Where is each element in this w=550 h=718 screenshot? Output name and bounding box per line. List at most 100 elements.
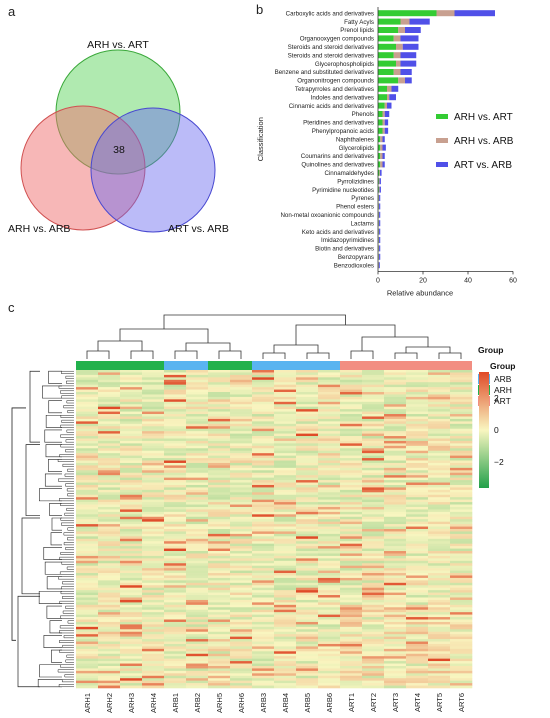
heatmap-cell — [406, 494, 429, 498]
heatmap-cell — [252, 440, 275, 444]
heatmap-cell — [120, 629, 143, 633]
heatmap-cell — [450, 406, 473, 410]
heatmap-cell — [142, 675, 165, 679]
heatmap-cell — [384, 536, 407, 540]
bar-segment-3 — [379, 228, 381, 235]
heatmap-cell — [252, 377, 275, 381]
heatmap-cell — [208, 455, 231, 459]
row-dendrogram-link — [51, 649, 62, 663]
bar-segment-2 — [382, 119, 385, 126]
heatmap-cell — [186, 568, 209, 571]
heatmap-cell — [186, 489, 209, 493]
heatmap-cell — [120, 484, 143, 488]
heatmap-cell — [164, 511, 187, 515]
category-label: Steroids and steroid derivatives — [288, 44, 374, 51]
heatmap-cell — [120, 453, 143, 456]
heatmap-cell — [362, 570, 385, 574]
heatmap-cell — [296, 551, 319, 554]
heatmap-cell — [274, 602, 297, 606]
row-dendrogram-link — [59, 454, 74, 458]
heatmap-cell — [274, 516, 297, 520]
heatmap-cell — [208, 577, 231, 581]
heatmap-cell — [76, 536, 99, 540]
heatmap-cell — [186, 480, 209, 483]
heatmap-cell — [340, 543, 363, 547]
heatmap-cell — [230, 489, 253, 493]
heatmap-cell — [428, 546, 451, 549]
heatmap-cell — [252, 604, 275, 608]
heatmap-cell — [142, 492, 165, 496]
heatmap-cell — [318, 585, 341, 589]
heatmap-cell — [274, 440, 297, 444]
heatmap-cell — [384, 651, 407, 655]
heatmap-cell — [98, 374, 121, 378]
heatmap-cell — [252, 406, 275, 410]
heatmap-cell — [252, 516, 275, 520]
heatmap-cell — [384, 582, 407, 586]
heatmap-cell — [406, 529, 429, 532]
heatmap-cell — [340, 504, 363, 508]
heatmap-cell — [208, 543, 231, 547]
heatmap-cell — [208, 639, 231, 642]
dendrogram-link — [262, 352, 286, 359]
heatmap-cell — [450, 374, 473, 378]
heatmap-cell — [252, 514, 275, 518]
heatmap-cell — [384, 450, 407, 454]
heatmap-cell — [274, 389, 297, 393]
heatmap-cell — [274, 546, 297, 549]
heatmap-cell — [98, 621, 121, 625]
heatmap-cell — [428, 575, 451, 579]
heatmap-cell — [340, 497, 363, 500]
heatmap-cell — [384, 511, 407, 515]
heatmap-cell — [208, 504, 231, 508]
heatmap-cell — [120, 548, 143, 552]
heatmap-cell — [76, 665, 99, 669]
row-dendrogram-link — [46, 576, 62, 590]
heatmap-cell — [340, 546, 363, 549]
heatmap-cell — [98, 514, 121, 518]
heatmap-cell — [428, 612, 451, 615]
heatmap-cell — [340, 609, 363, 613]
heatmap-cell — [428, 401, 451, 405]
heatmap-cell — [142, 440, 165, 444]
heatmap-cell — [164, 438, 187, 442]
heatmap-cell — [186, 465, 209, 469]
heatmap-cell — [252, 414, 275, 417]
heatmap-cell — [340, 392, 363, 395]
heatmap-cell — [318, 372, 341, 376]
heatmap-cell — [274, 536, 297, 540]
heatmap-cell — [406, 536, 429, 540]
heatmap-cell — [230, 683, 253, 686]
heatmap-cell — [340, 394, 363, 398]
heatmap-cell — [296, 563, 319, 566]
heatmap-cell — [274, 585, 297, 589]
heatmap-cell — [318, 555, 341, 559]
heatmap-cell — [384, 384, 407, 388]
heatmap-cell — [428, 384, 451, 388]
column-label: ART5 — [435, 693, 444, 712]
heatmap-cell — [230, 614, 253, 618]
heatmap-cell — [274, 509, 297, 513]
heatmap-cell — [164, 639, 187, 642]
heatmap-cell — [120, 560, 143, 564]
heatmap-cell — [230, 467, 253, 471]
heatmap-cell — [384, 604, 407, 608]
heatmap-cell — [340, 563, 363, 566]
heatmap-cell — [318, 541, 341, 544]
heatmap-cell — [362, 472, 385, 476]
heatmap-cell — [252, 521, 275, 525]
heatmap-cell — [230, 587, 253, 591]
heatmap-cell — [274, 533, 297, 537]
heatmap-cell — [450, 575, 473, 579]
heatmap-cell — [186, 624, 209, 628]
heatmap-cell — [76, 418, 99, 422]
venn-set-label-arh-arb: ARH vs. ARB — [8, 223, 70, 235]
heatmap-cell — [252, 629, 275, 633]
heatmap-cell — [186, 665, 209, 669]
heatmap-cell — [450, 580, 473, 584]
heatmap-cell — [230, 502, 253, 505]
bar-segment-2 — [380, 161, 383, 168]
heatmap-cell — [142, 607, 165, 611]
heatmap-cell — [76, 514, 99, 518]
heatmap-cell — [274, 617, 297, 620]
